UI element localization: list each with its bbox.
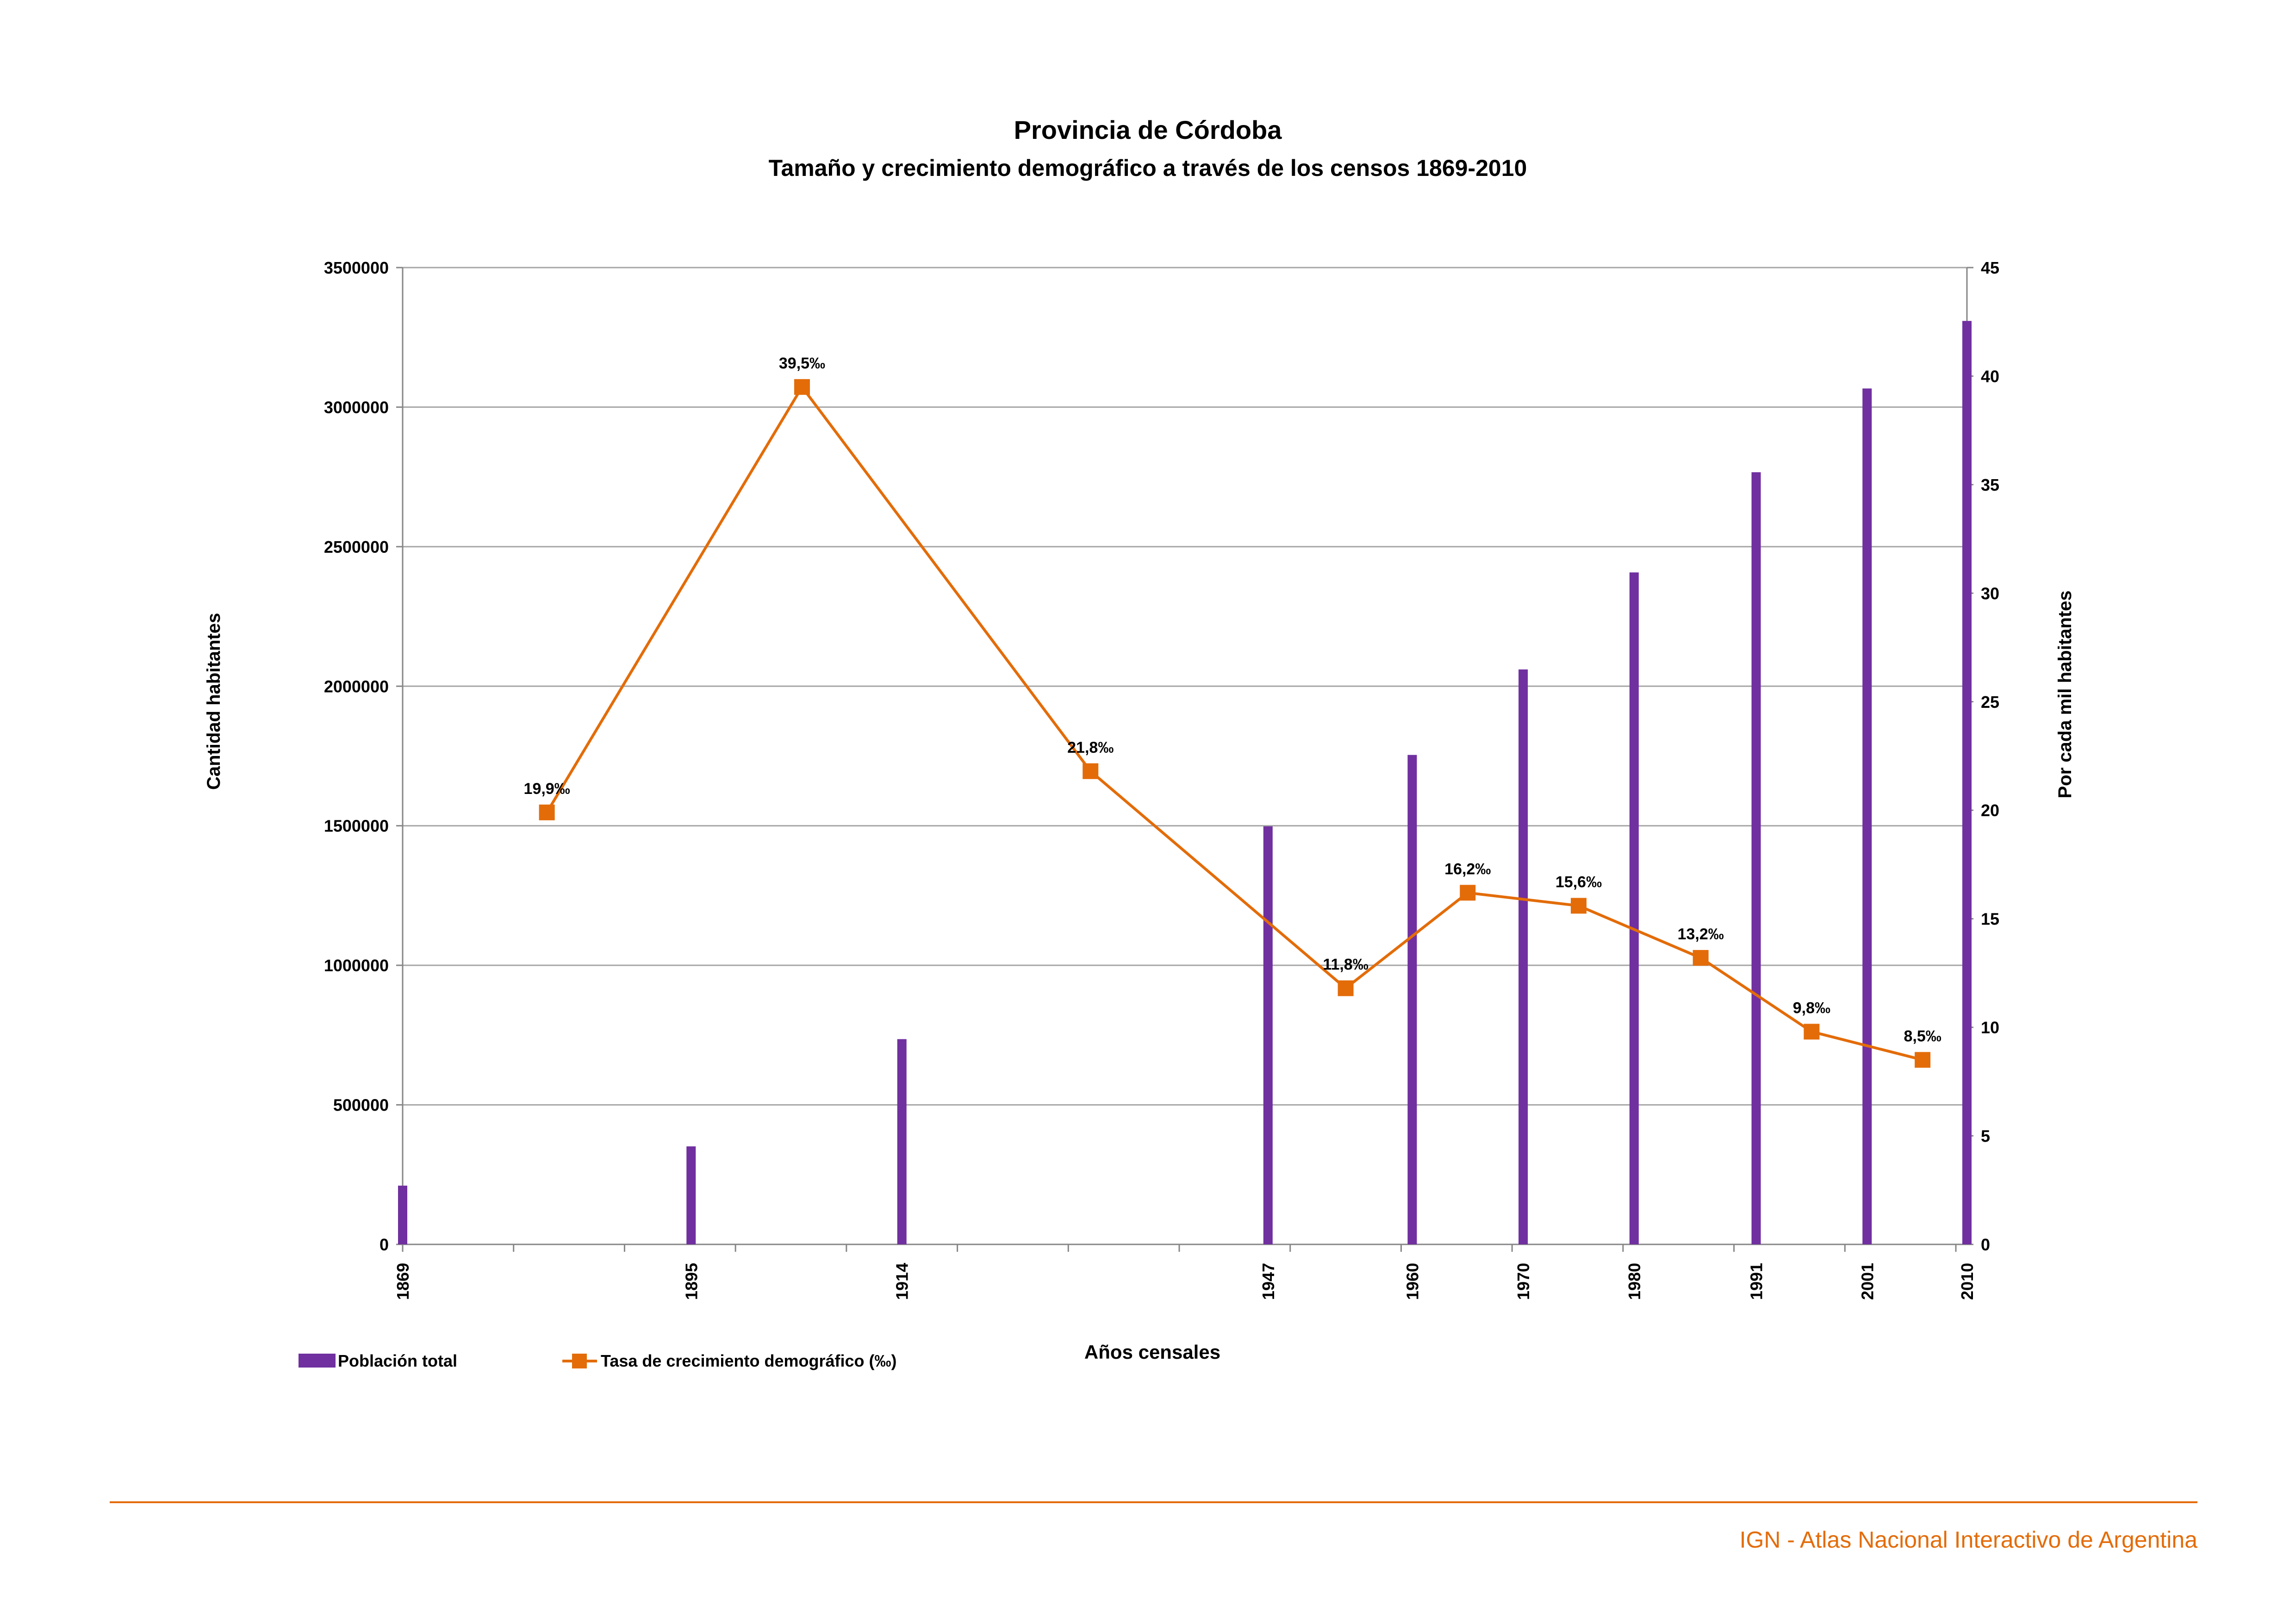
line-point	[1804, 1024, 1820, 1040]
y-tick-label: 2500000	[324, 537, 389, 556]
bar	[1751, 472, 1761, 1244]
x-tick-label: 1914	[893, 1263, 912, 1300]
y-tick-label: 3000000	[324, 398, 389, 417]
bar	[398, 1186, 407, 1244]
footer-credit: IGN - Atlas Nacional Interactivo de Arge…	[1740, 1527, 2198, 1553]
legend-marker-growth-rate	[572, 1354, 587, 1368]
data-label: 13,2‰	[1678, 925, 1724, 943]
y-tick-label: 0	[380, 1235, 389, 1254]
x-axis-label: Años censales	[1084, 1341, 1220, 1363]
line-point	[539, 804, 555, 820]
y2-tick-label: 0	[1981, 1235, 1990, 1254]
y2-tick-label: 30	[1981, 584, 1999, 603]
data-label: 15,6‰	[1556, 874, 1602, 891]
y2-tick-label: 35	[1981, 475, 1999, 494]
data-label: 11,8‰	[1323, 956, 1368, 974]
growth-rate-polyline	[546, 385, 1923, 1062]
y-tick-label: 3500000	[324, 258, 389, 277]
legend-label-growth-rate: Tasa de crecimiento demográfico (‰)	[601, 1351, 897, 1370]
y2-tick-label: 45	[1981, 258, 1999, 277]
x-tick-label: 1895	[682, 1263, 701, 1300]
y2-tick-label: 20	[1981, 801, 1999, 820]
bar	[1962, 321, 1972, 1244]
bar	[1263, 826, 1273, 1244]
legend: Población total Tasa de crecimiento demo…	[299, 1351, 897, 1370]
line-point	[1338, 980, 1354, 996]
bar	[1629, 572, 1639, 1244]
line-point	[1570, 898, 1587, 914]
line-point	[1460, 885, 1476, 901]
bar	[1862, 388, 1872, 1244]
data-label: 8,5‰	[1904, 1027, 1941, 1045]
x-tick-label: 1869	[393, 1263, 412, 1300]
growth-rate-labels: 19,9‰ 39,5‰ 21,8‰ 11,8‰ 16,2‰ 15,6‰ 13,2‰ 9,8‰ 8…	[524, 355, 1941, 1045]
bar	[686, 1146, 696, 1244]
data-label: 16,2‰	[1444, 860, 1491, 878]
x-tick-label: 1947	[1259, 1263, 1278, 1300]
data-label: 9,8‰	[1793, 999, 1830, 1017]
x-tick-label: 2010	[1958, 1263, 1977, 1300]
x-tick-label: 1980	[1625, 1263, 1644, 1300]
data-label: 21,8‰	[1067, 739, 1114, 756]
y2-axis-label: Por cada mil habitantes	[2055, 590, 2075, 798]
line-point	[1083, 763, 1099, 779]
x-tick-label: 1970	[1514, 1263, 1533, 1300]
line-point	[794, 379, 810, 395]
y2-tick-label: 25	[1981, 693, 1999, 712]
legend-swatch-population	[299, 1354, 336, 1368]
bar	[897, 1039, 907, 1244]
bar	[1407, 755, 1417, 1244]
x-tick-label: 1960	[1403, 1263, 1422, 1300]
x-tick-label: 1991	[1747, 1263, 1766, 1300]
y2-tick-label: 40	[1981, 367, 1999, 386]
left-axis-ticks: 0 500000 1000000 1500000 2000000 2500000 30000…	[324, 258, 389, 1254]
growth-rate-line	[539, 379, 1931, 1068]
y2-tick-label: 5	[1981, 1127, 1990, 1146]
chart-subtitle: Tamaño y crecimiento demográfico a travé…	[769, 155, 1527, 181]
y2-tick-label: 10	[1981, 1018, 1999, 1037]
legend-label-population: Población total	[338, 1351, 457, 1370]
bar	[1518, 669, 1528, 1244]
y-tick-label: 1000000	[324, 956, 389, 975]
chart-title: Provincia de Córdoba	[1014, 115, 1282, 144]
y-tick-label: 2000000	[324, 677, 389, 696]
data-label: 39,5‰	[779, 355, 825, 372]
x-tick-label: 2001	[1858, 1263, 1877, 1300]
data-label: 19,9‰	[524, 780, 570, 798]
y2-tick-label: 15	[1981, 910, 1999, 929]
y-axis-label: Cantidad habitantes	[204, 613, 224, 790]
y-tick-label: 1500000	[324, 817, 389, 836]
gridlines	[403, 267, 1967, 1106]
x-axis-ticks: 1869 1895 1914 1947 1960 1970 1980 1991 2001 2010	[393, 1263, 1977, 1300]
y-tick-label: 500000	[333, 1096, 389, 1115]
right-axis-ticks: 0 5 10 15 20 25 30 35 40 45	[1981, 258, 1999, 1254]
population-bars	[398, 321, 1972, 1244]
line-point	[1692, 950, 1709, 966]
line-point	[1915, 1052, 1931, 1068]
